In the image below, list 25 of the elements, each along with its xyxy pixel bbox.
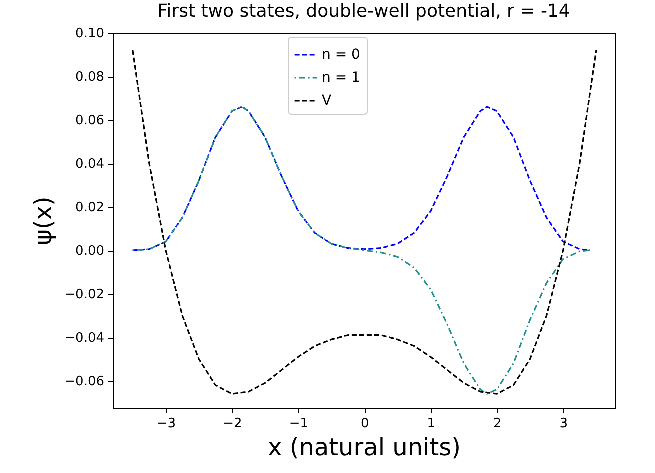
legend-label: n = 0 — [322, 47, 360, 63]
y-tick-label: 0.08 — [76, 70, 104, 86]
x-tick-label: −2 — [223, 416, 242, 432]
line-series — [132, 106, 591, 252]
y-tick-label: 0.06 — [76, 114, 104, 129]
x-axis-title: x (natural units) — [268, 434, 461, 462]
legend-label: n = 1 — [322, 70, 360, 86]
chart-title: First two states, double-well potential, r = -14 — [158, 1, 570, 22]
y-tick-label: −0.04 — [64, 331, 104, 346]
line-series — [132, 50, 598, 395]
x-tick-label: 2 — [493, 416, 502, 432]
x-tick-label: 1 — [427, 416, 436, 432]
legend-label: V — [322, 93, 332, 109]
x-tick-label: −3 — [156, 416, 176, 432]
x-tick-label: −1 — [289, 416, 309, 432]
y-tick-label: 0.10 — [76, 26, 104, 42]
x-tick-label: 3 — [560, 416, 568, 432]
y-tick-label: −0.06 — [64, 374, 104, 390]
y-tick-label: 0.00 — [76, 244, 104, 260]
y-axis-title: ψ(x) — [30, 196, 58, 246]
line-series — [132, 106, 591, 395]
y-tick-label: 0.02 — [76, 200, 104, 216]
y-tick-label: −0.02 — [64, 288, 104, 303]
y-tick-label: 0.04 — [76, 157, 104, 172]
x-tick-label: 0 — [361, 416, 370, 432]
